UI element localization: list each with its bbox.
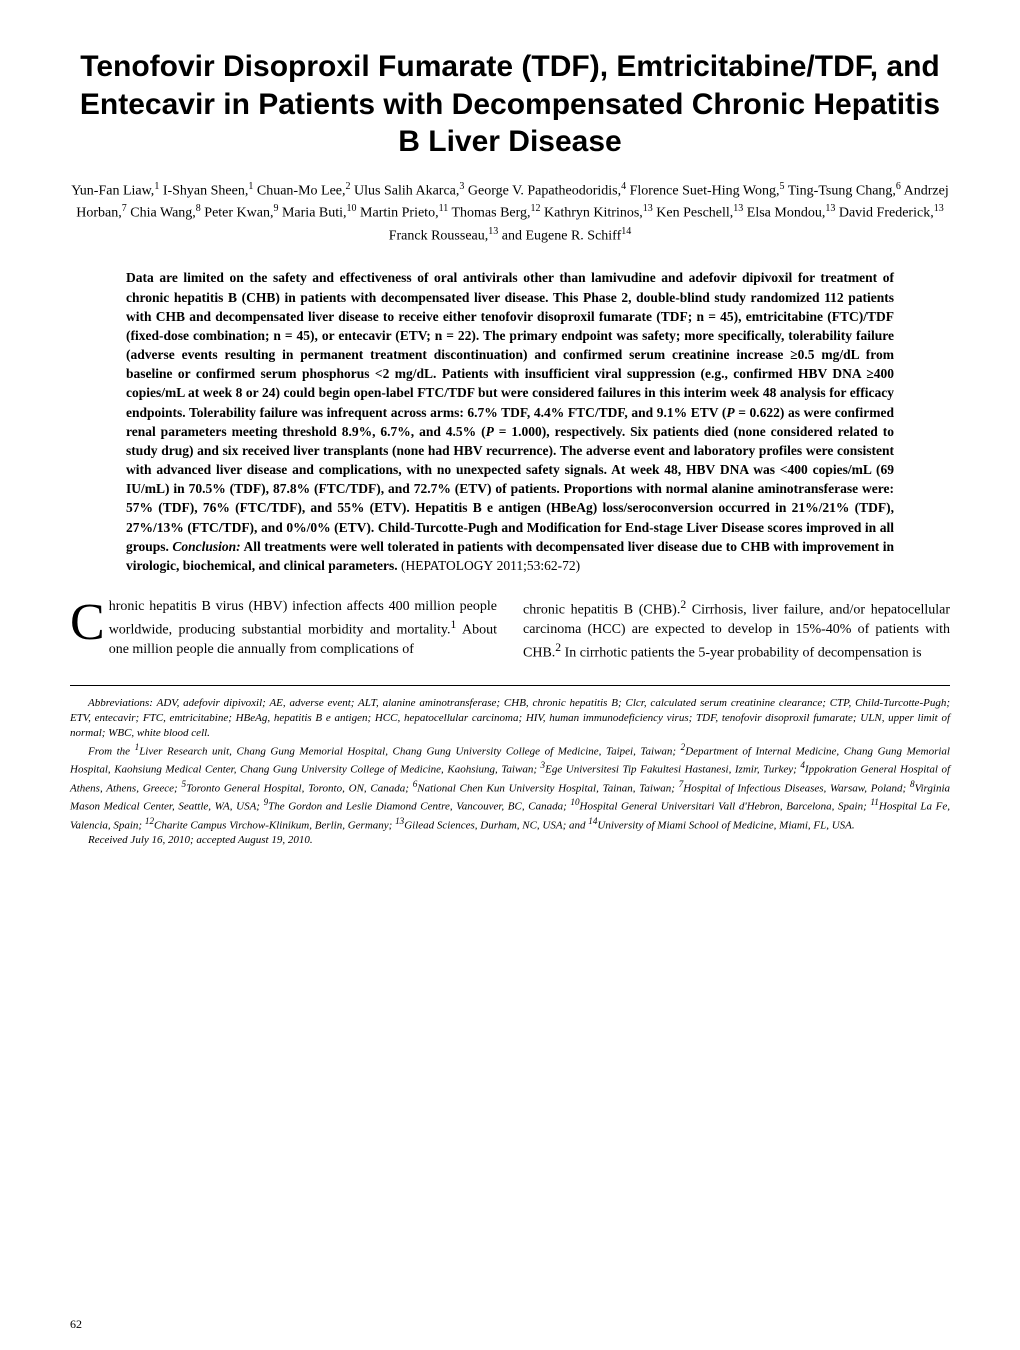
footer-notes: Abbreviations: ADV, adefovir dipivoxil; … [70,696,950,848]
body-column-left: Chronic hepatitis B virus (HBV) infectio… [70,597,497,663]
footer-divider [70,685,950,686]
body-columns: Chronic hepatitis B virus (HBV) infectio… [70,597,950,663]
body-column-right: chronic hepatitis B (CHB).2 Cirrhosis, l… [523,597,950,663]
article-title: Tenofovir Disoproxil Fumarate (TDF), Emt… [70,48,950,161]
abbreviations: Abbreviations: ADV, adefovir dipivoxil; … [70,696,950,741]
abstract: Data are limited on the safety and effec… [126,268,894,575]
page-number: 62 [70,1317,82,1332]
received-date: Received July 16, 2010; accepted August … [70,833,950,848]
affiliations: From the 1Liver Research unit, Chang Gun… [70,741,950,834]
author-list: Yun-Fan Liaw,1 I-Shyan Sheen,1 Chuan-Mo … [70,179,950,247]
